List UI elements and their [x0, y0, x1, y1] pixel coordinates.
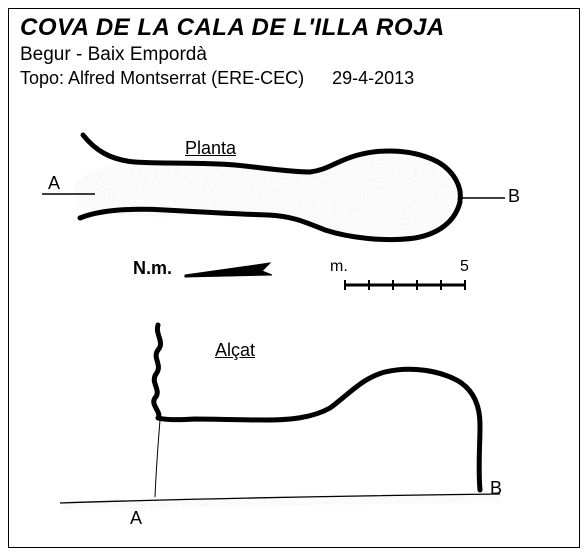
elevation-dropline: [155, 420, 160, 497]
cave-survey-svg: [0, 0, 588, 556]
elevation-section-label: Alçat: [215, 340, 255, 361]
elevation-label-B: B: [490, 478, 502, 499]
elevation-view-group: [60, 325, 500, 510]
plan-label-A: A: [48, 173, 60, 194]
north-arrow-icon: [185, 263, 272, 277]
scale-bar-group: [345, 280, 465, 290]
elevation-label-A: A: [130, 508, 142, 529]
scale-unit-label: m.: [330, 258, 348, 276]
plan-view-group: [42, 135, 505, 277]
plan-fill: [75, 152, 458, 238]
plan-section-label: Planta: [185, 138, 236, 159]
scale-end-label: 5: [460, 258, 469, 276]
elevation-ceiling: [154, 325, 480, 490]
plan-label-B: B: [508, 186, 520, 207]
north-label: N.m.: [133, 258, 172, 279]
